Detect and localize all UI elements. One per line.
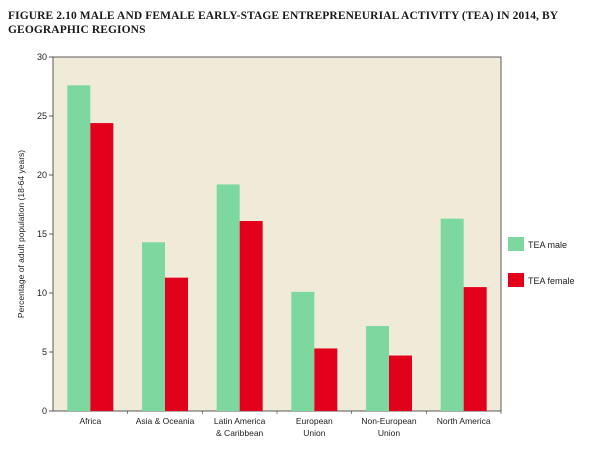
category-label: & Caribbean [216,428,264,438]
category-label: Latin America [214,416,266,426]
category-label: Asia & Oceania [136,416,195,426]
category-label: Union [378,428,400,438]
bar-female [165,277,188,411]
y-tick-label: 30 [37,52,47,62]
legend-label: TEA female [528,276,575,286]
category-label: North America [437,416,491,426]
y-tick-label: 0 [42,406,47,416]
chart-title: FIGURE 2.10 MALE AND FEMALE EARLY-STAGE … [8,10,558,36]
bar-female [463,287,487,411]
legend-swatch-male [508,237,524,251]
category-label: European [296,416,333,426]
y-tick-label: 20 [37,170,47,180]
category-label: Africa [79,416,101,426]
category-label: Non-European [361,416,417,426]
legend: TEA male TEA female [508,237,575,287]
bar-female [239,221,263,411]
plot-area [52,56,502,412]
axis-layer: 0 5 10 15 20 25 30 Africa Asia & Oceania Latin Am… [37,52,502,438]
bar-male [142,242,165,411]
bar-male [67,85,91,411]
bar-male [291,291,315,411]
category-label: Union [303,428,325,438]
bar-female [389,355,412,411]
bar-male [366,326,389,411]
bar-female [90,123,114,411]
legend-label: TEA male [528,240,567,250]
y-axis-title: Percentage of adult population (18-64 ye… [16,150,26,318]
bar-male [440,218,464,411]
y-tick-label: 10 [37,288,47,298]
y-tick-label: 15 [37,229,47,239]
bar-male [216,184,240,411]
legend-swatch-female [508,273,524,287]
bar-female [314,348,338,411]
y-tick-label: 25 [37,111,47,121]
y-tick-label: 5 [42,347,47,357]
bars-layer [67,85,487,411]
